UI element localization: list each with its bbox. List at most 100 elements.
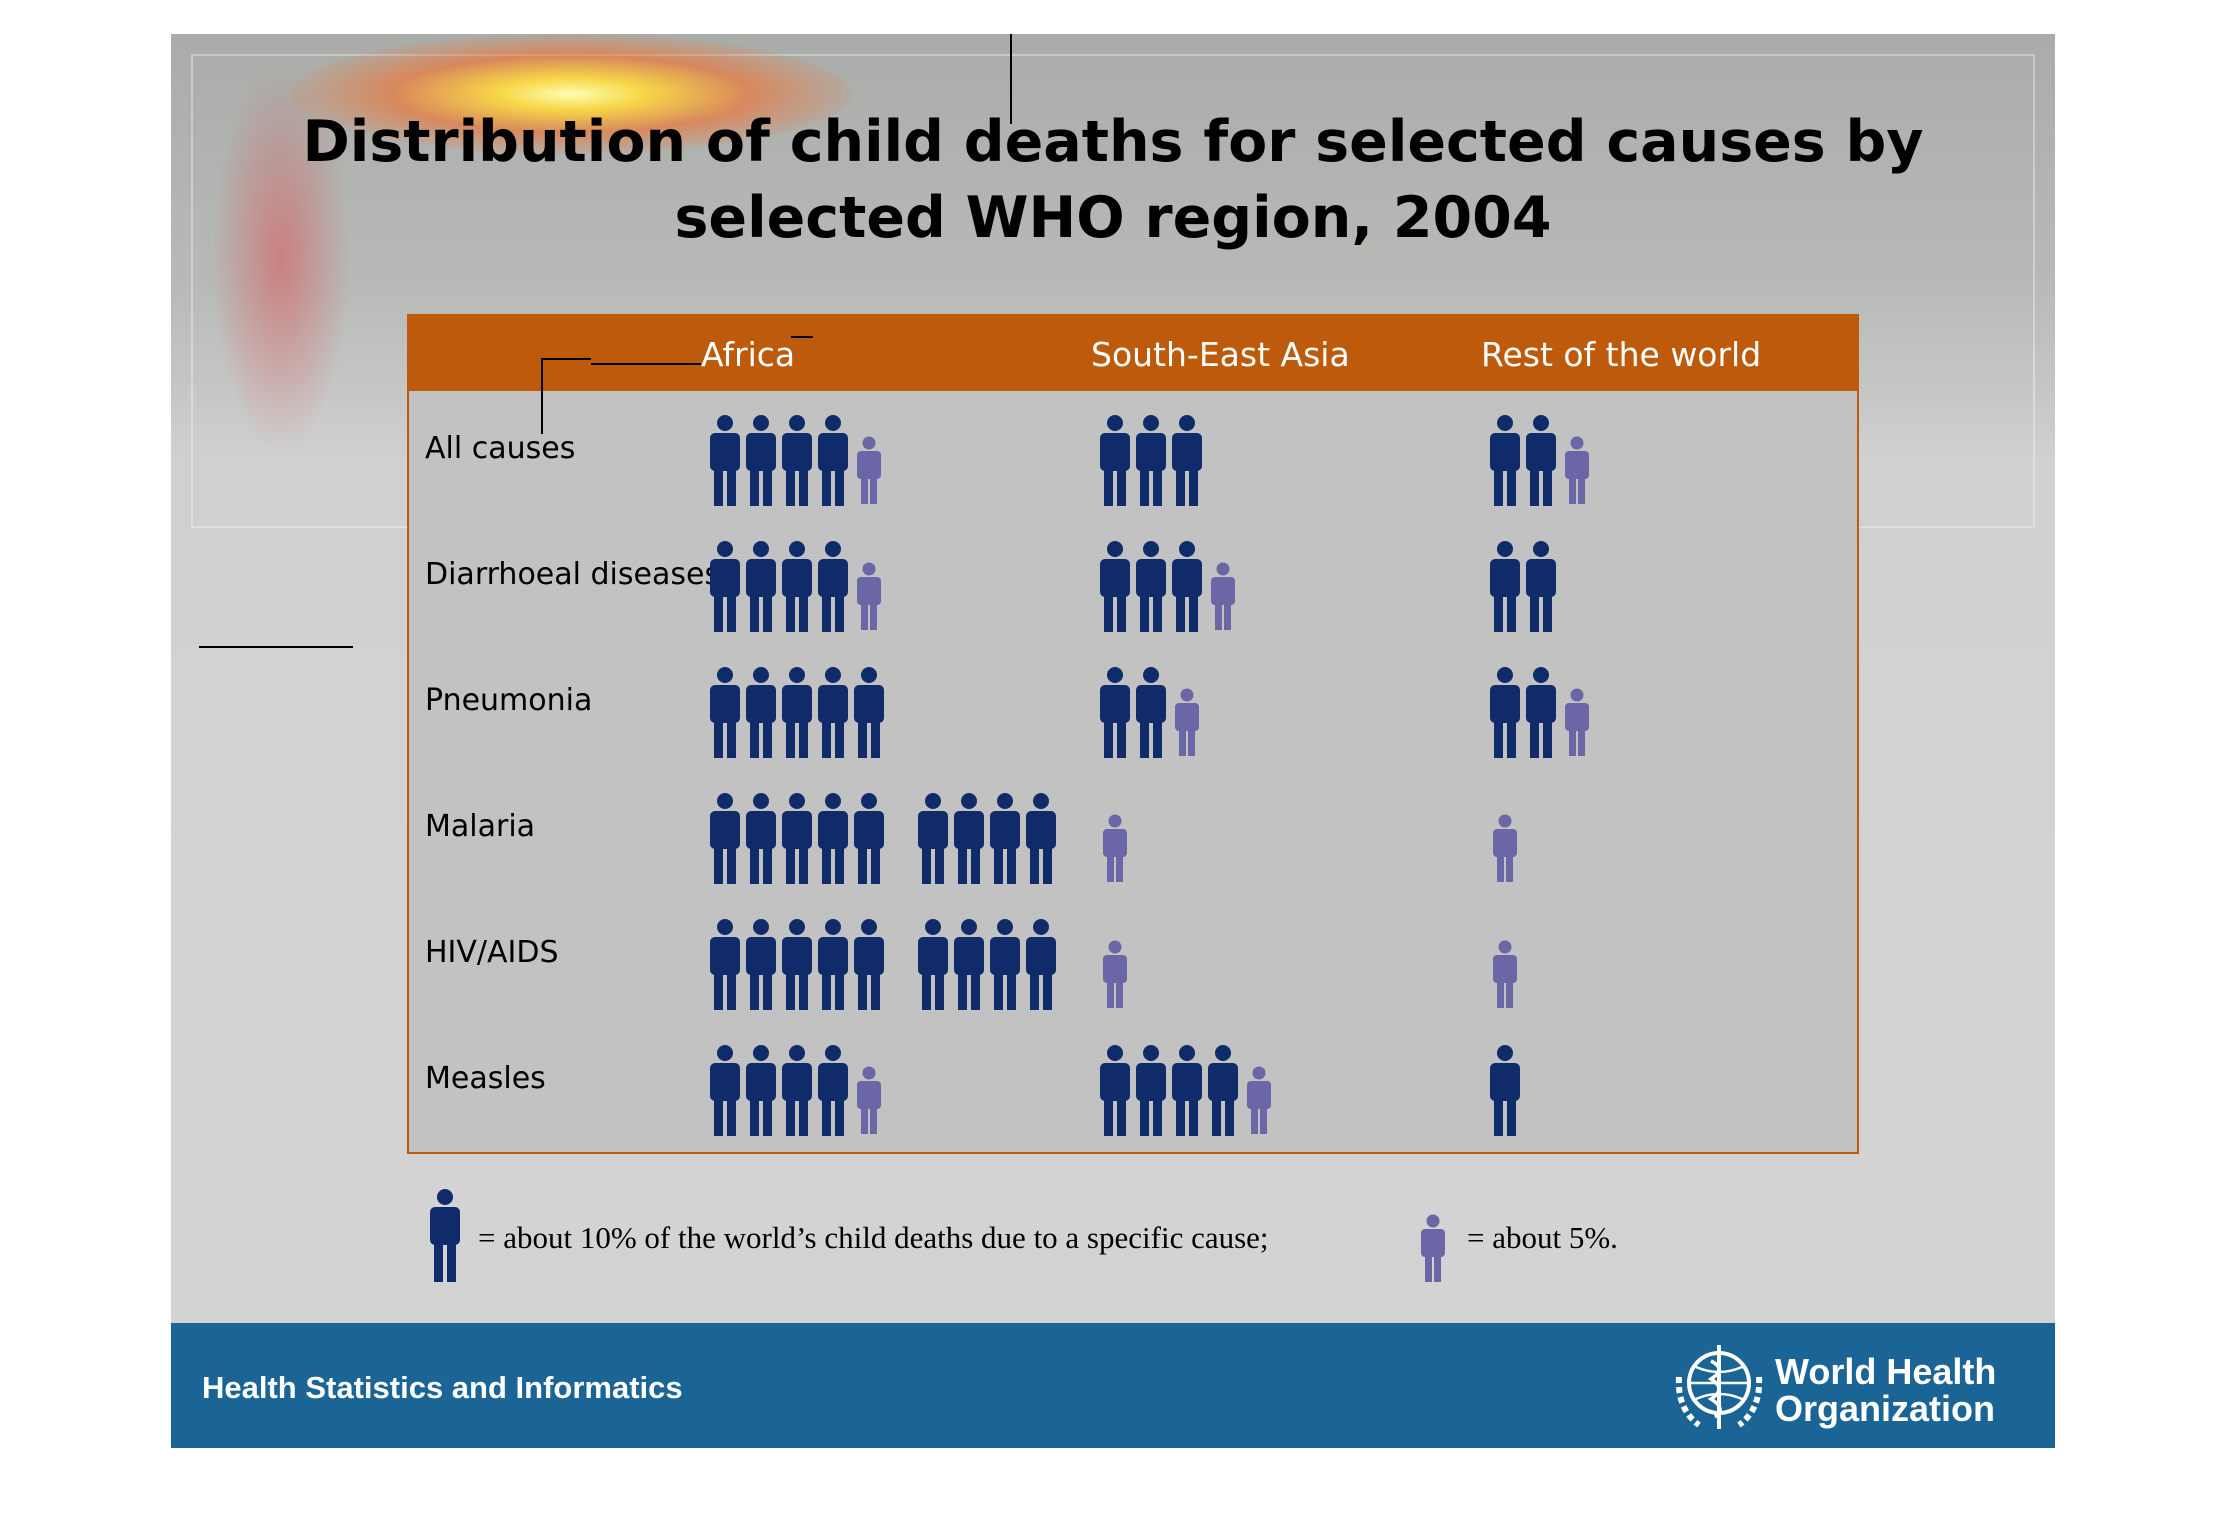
title-line-2: selected WHO region, 2004 — [674, 185, 1552, 251]
person-icon-r1-c3-1 — [1490, 415, 1520, 506]
person-icon-r3-c2-2 — [1136, 667, 1166, 758]
person-icon-r6-c1-1 — [710, 1045, 740, 1136]
person-icon-r2-c3-2 — [1526, 541, 1556, 632]
person-icon-r3-c1-1 — [710, 667, 740, 758]
person-icon-r2-c1-1 — [710, 541, 740, 632]
person-icon-r3-c1-3 — [782, 667, 812, 758]
half-person-icon-r3-c3 — [1565, 688, 1589, 756]
guide-line-row-label-horizontal — [541, 358, 591, 360]
half-person-icon-r2-c2 — [1211, 562, 1235, 630]
column-header-2: South-East Asia — [1091, 335, 1350, 374]
person-icon-r6-c2-2 — [1136, 1045, 1166, 1136]
legend-half-text: = about 5%. — [1467, 1220, 1618, 1255]
row-label-4: Malaria — [425, 809, 535, 844]
person-icon-r6-c1-2 — [746, 1045, 776, 1136]
footer-label: Health Statistics and Informatics — [202, 1370, 683, 1405]
person-icon-r2-c2-3 — [1172, 541, 1202, 632]
person-icon-r4-c1-3 — [782, 793, 812, 884]
heatmap-blob-left — [211, 64, 351, 454]
row-label-3: Pneumonia — [425, 683, 592, 718]
half-person-icon-r5-c3 — [1493, 940, 1517, 1008]
person-icon-r2-c2-2 — [1136, 541, 1166, 632]
person-icon-r1-c1-4 — [818, 415, 848, 506]
person-icon-r4-c1-6 — [918, 793, 948, 884]
half-person-icon-r6-c1 — [857, 1066, 881, 1134]
legend-half-person-icon — [1421, 1214, 1445, 1282]
person-icon-r4-c1-4 — [818, 793, 848, 884]
table-panel — [407, 314, 1859, 1154]
person-icon-r5-c1-8 — [990, 919, 1020, 1010]
person-icon-r3-c3-2 — [1526, 667, 1556, 758]
row-label-1: All causes — [425, 431, 575, 466]
person-icon-r1-c2-3 — [1172, 415, 1202, 506]
row-label-5: HIV/AIDS — [425, 935, 559, 970]
person-icon-r3-c1-5 — [854, 667, 884, 758]
chart-title: Distribution of child deaths for selecte… — [231, 104, 1995, 256]
guide-line-header — [591, 363, 701, 365]
row-label-2: Diarrhoeal diseases — [425, 557, 720, 592]
person-icon-r6-c1-3 — [782, 1045, 812, 1136]
who-name-line-2: Organization — [1775, 1388, 1996, 1429]
who-name-line-1: World Health — [1775, 1351, 1997, 1392]
person-icon-r1-c3-2 — [1526, 415, 1556, 506]
half-person-icon-r5-c2 — [1103, 940, 1127, 1008]
person-icon-r4-c1-7 — [954, 793, 984, 884]
person-icon-r5-c1-2 — [746, 919, 776, 1010]
half-person-icon-r3-c2 — [1175, 688, 1199, 756]
person-icon-r2-c3-1 — [1490, 541, 1520, 632]
column-header-3: Rest of the world — [1481, 335, 1761, 374]
person-icon-r1-c1-2 — [746, 415, 776, 506]
row-label-6: Measles — [425, 1061, 546, 1096]
who-logo: World Health Organization — [1669, 1337, 2021, 1437]
person-icon-r4-c1-1 — [710, 793, 740, 884]
person-icon-r1-c1-1 — [710, 415, 740, 506]
person-icon-r1-c2-2 — [1136, 415, 1166, 506]
person-icon-r5-c1-9 — [1026, 919, 1056, 1010]
heatmap-blob-top — [291, 34, 851, 154]
half-person-icon-r4-c2 — [1103, 814, 1127, 882]
guide-line-header-tick — [791, 336, 813, 338]
half-person-icon-r1-c3 — [1565, 436, 1589, 504]
table-header — [408, 315, 1858, 391]
person-icon-r6-c2-3 — [1172, 1045, 1202, 1136]
half-person-icon-r1-c1 — [857, 436, 881, 504]
person-icon-r5-c1-6 — [918, 919, 948, 1010]
person-icon-r5-c1-7 — [954, 919, 984, 1010]
person-icon-r1-c1-3 — [782, 415, 812, 506]
chart-table: Africa South-East Asia Rest of the world Al… — [407, 314, 1859, 1154]
half-person-icon-r2-c1 — [857, 562, 881, 630]
footer-bar: Health Statistics and Informatics World … — [171, 1323, 2055, 1448]
person-icon-r2-c2-1 — [1100, 541, 1130, 632]
who-emblem-icon — [1675, 1345, 1763, 1429]
person-icon-r4-c1-8 — [990, 793, 1020, 884]
half-person-icon-r4-c3 — [1493, 814, 1517, 882]
person-icon-r2-c1-4 — [818, 541, 848, 632]
legend-full-text: = about 10% of the world’s child deaths … — [478, 1220, 1269, 1255]
column-header-1: Africa — [701, 335, 795, 374]
legend-full-person-icon — [430, 1189, 460, 1282]
person-icon-r5-c1-3 — [782, 919, 812, 1010]
person-icon-r5-c1-1 — [710, 919, 740, 1010]
person-icon-r4-c1-9 — [1026, 793, 1056, 884]
person-icon-r4-c1-5 — [854, 793, 884, 884]
person-icon-r5-c1-5 — [854, 919, 884, 1010]
person-icon-r5-c1-4 — [818, 919, 848, 1010]
person-icon-r2-c1-3 — [782, 541, 812, 632]
guide-line-row-label-vertical — [541, 358, 543, 434]
person-icon-r2-c1-2 — [746, 541, 776, 632]
person-icon-r6-c2-4 — [1208, 1045, 1238, 1136]
person-icon-r1-c2-1 — [1100, 415, 1130, 506]
person-icon-r3-c1-2 — [746, 667, 776, 758]
person-icon-r6-c2-1 — [1100, 1045, 1130, 1136]
person-icon-r6-c1-4 — [818, 1045, 848, 1136]
person-icon-r3-c3-1 — [1490, 667, 1520, 758]
person-icon-r3-c2-1 — [1100, 667, 1130, 758]
title-line-1: Distribution of child deaths for selecte… — [302, 109, 1924, 175]
person-icon-r4-c1-2 — [746, 793, 776, 884]
half-person-icon-r6-c2 — [1247, 1066, 1271, 1134]
slide: Distribution of child deaths for selecte… — [171, 34, 2055, 1448]
guide-line-top — [1010, 34, 1012, 124]
guide-line-left — [199, 646, 353, 648]
person-icon-r3-c1-4 — [818, 667, 848, 758]
person-icon-r6-c3-1 — [1490, 1045, 1520, 1136]
